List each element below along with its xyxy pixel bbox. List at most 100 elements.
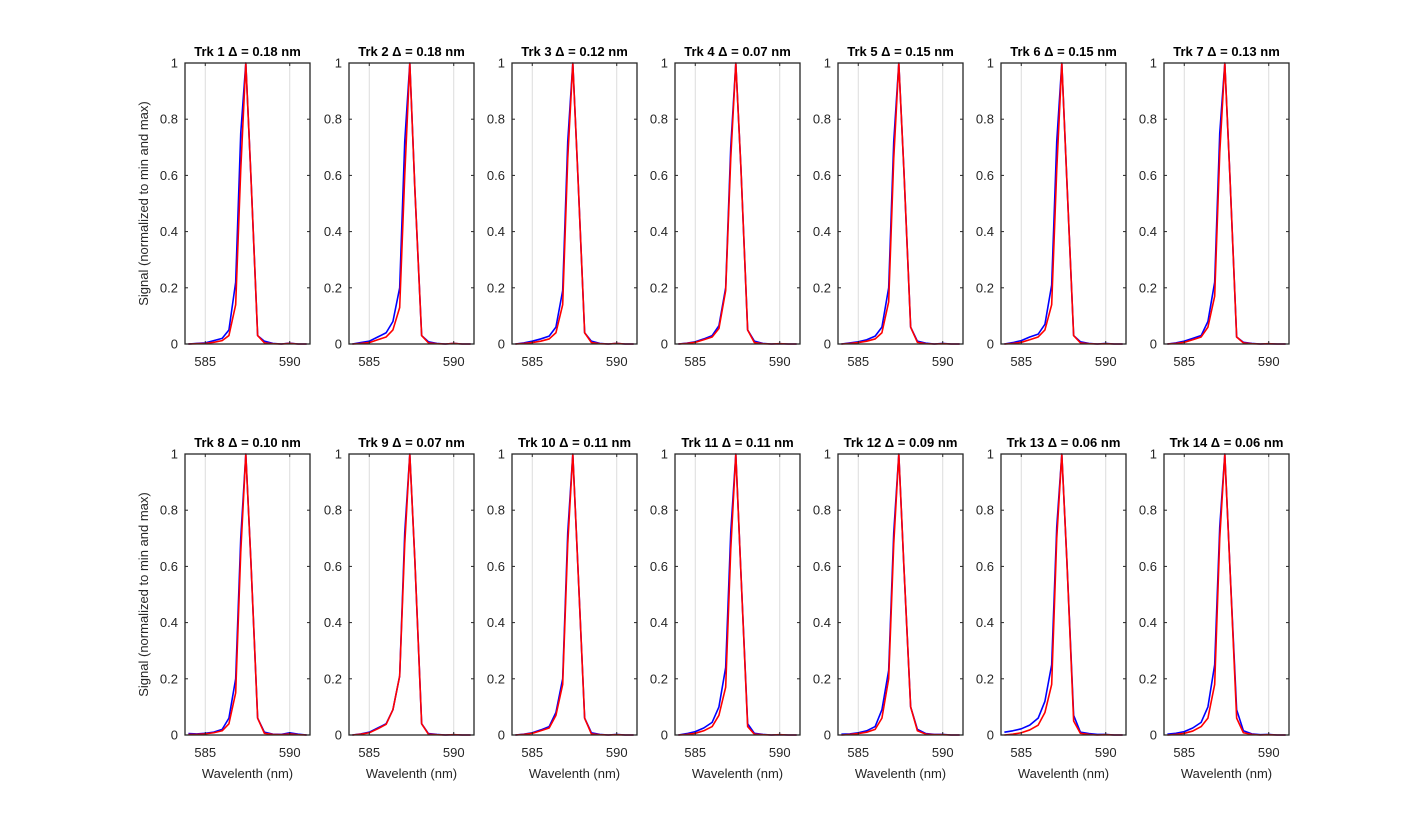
subplot-title: Trk 7 Δ = 0.13 nm xyxy=(1173,44,1280,59)
y-tick-label: 0.4 xyxy=(650,615,668,630)
x-tick-label: 590 xyxy=(279,745,301,760)
subplot-7: 0 0.2 0.4 0.6 0.8 1 585 590 Trk 7 Δ = 0.13 nm xyxy=(1139,44,1290,369)
y-axis-label: Signal (normalized to min and max) xyxy=(136,492,151,696)
y-tick-label: 0.8 xyxy=(487,112,505,127)
y-tick-label: 0.2 xyxy=(1139,671,1157,686)
subplot-14: 0 0.2 0.4 0.6 0.8 1 585 590 Trk 14 Δ = 0.06 nm Wa… xyxy=(1139,435,1290,781)
y-tick-label: 0 xyxy=(987,337,994,352)
y-tick-label: 1 xyxy=(661,56,668,71)
x-tick-label: 585 xyxy=(521,354,543,369)
y-tick-label: 0.6 xyxy=(324,168,342,183)
x-tick-label: 590 xyxy=(279,354,301,369)
x-tick-label: 585 xyxy=(847,745,869,760)
x-tick-label: 585 xyxy=(358,745,380,760)
y-tick-label: 0.2 xyxy=(324,280,342,295)
subplot-title: Trk 1 Δ = 0.18 nm xyxy=(194,44,301,59)
y-tick-label: 0.8 xyxy=(650,112,668,127)
subplot-title: Trk 9 Δ = 0.07 nm xyxy=(358,435,465,450)
y-tick-label: 0.4 xyxy=(976,224,994,239)
y-tick-label: 0.6 xyxy=(487,168,505,183)
axes-box xyxy=(511,453,638,736)
y-tick-label: 0 xyxy=(1150,728,1157,743)
y-tick-label: 0.8 xyxy=(976,112,994,127)
y-tick-label: 1 xyxy=(335,447,342,462)
y-tick-label: 0.4 xyxy=(324,224,342,239)
y-tick-label: 0.4 xyxy=(650,224,668,239)
x-tick-label: 585 xyxy=(1173,354,1195,369)
axes-box xyxy=(674,453,801,736)
y-tick-label: 0 xyxy=(661,337,668,352)
x-tick-label: 590 xyxy=(443,745,465,760)
y-tick-label: 0.6 xyxy=(650,559,668,574)
x-tick-label: 590 xyxy=(932,354,954,369)
x-tick-label: 585 xyxy=(521,745,543,760)
y-tick-label: 0.2 xyxy=(650,671,668,686)
subplot-title: Trk 13 Δ = 0.06 nm xyxy=(1007,435,1121,450)
y-tick-label: 0.2 xyxy=(324,671,342,686)
axes-box xyxy=(1163,453,1290,736)
subplot-title: Trk 11 Δ = 0.11 nm xyxy=(681,435,793,450)
y-tick-label: 0.4 xyxy=(487,224,505,239)
y-tick-label: 0.4 xyxy=(487,615,505,630)
y-tick-label: 0.8 xyxy=(1139,112,1157,127)
y-tick-label: 0.2 xyxy=(487,280,505,295)
y-tick-label: 0 xyxy=(1150,337,1157,352)
x-tick-label: 590 xyxy=(1095,354,1117,369)
axes-box xyxy=(184,453,311,736)
x-tick-label: 585 xyxy=(1173,745,1195,760)
y-tick-label: 0 xyxy=(987,728,994,743)
x-tick-label: 590 xyxy=(1258,354,1280,369)
y-tick-label: 0.2 xyxy=(1139,280,1157,295)
subplot-title: Trk 14 Δ = 0.06 nm xyxy=(1170,435,1284,450)
y-tick-label: 0.8 xyxy=(813,112,831,127)
y-tick-label: 0.8 xyxy=(650,503,668,518)
x-tick-label: 585 xyxy=(684,354,706,369)
y-tick-label: 1 xyxy=(335,56,342,71)
y-tick-label: 1 xyxy=(171,447,178,462)
subplot-3: 0 0.2 0.4 0.6 0.8 1 585 590 Trk 3 Δ = 0.12 nm xyxy=(487,44,638,369)
subplot-title: Trk 3 Δ = 0.12 nm xyxy=(521,44,628,59)
x-tick-label: 585 xyxy=(684,745,706,760)
y-tick-label: 0.2 xyxy=(487,671,505,686)
x-tick-label: 590 xyxy=(1258,745,1280,760)
subplot-title: Trk 10 Δ = 0.11 nm xyxy=(518,435,631,450)
axes-box xyxy=(1000,62,1127,345)
x-axis-label: Wavelenth (nm) xyxy=(855,766,946,781)
x-axis-label: Wavelenth (nm) xyxy=(366,766,457,781)
y-tick-label: 0.6 xyxy=(813,559,831,574)
y-tick-label: 0.6 xyxy=(160,559,178,574)
y-tick-label: 0 xyxy=(498,337,505,352)
y-tick-label: 1 xyxy=(171,56,178,71)
subplot-6: 0 0.2 0.4 0.6 0.8 1 585 590 Trk 6 Δ = 0.15 nm xyxy=(976,44,1127,369)
y-tick-label: 1 xyxy=(987,56,994,71)
x-tick-label: 590 xyxy=(932,745,954,760)
x-tick-label: 590 xyxy=(606,745,628,760)
subplot-12: 0 0.2 0.4 0.6 0.8 1 585 590 Trk 12 Δ = 0.09 nm Wa… xyxy=(813,435,964,781)
y-tick-label: 0.4 xyxy=(160,615,178,630)
subplot-5: 0 0.2 0.4 0.6 0.8 1 585 590 Trk 5 Δ = 0.15 nm xyxy=(813,44,964,369)
y-tick-label: 0.2 xyxy=(813,280,831,295)
y-tick-label: 0 xyxy=(171,728,178,743)
x-axis-label: Wavelenth (nm) xyxy=(1018,766,1109,781)
x-tick-label: 590 xyxy=(769,354,791,369)
y-tick-label: 0.6 xyxy=(324,559,342,574)
x-axis-label: Wavelenth (nm) xyxy=(202,766,293,781)
x-tick-label: 585 xyxy=(194,354,216,369)
y-tick-label: 1 xyxy=(1150,447,1157,462)
subplot-10: 0 0.2 0.4 0.6 0.8 1 585 590 Trk 10 Δ = 0.11 nm Wa… xyxy=(487,435,638,781)
y-tick-label: 0.4 xyxy=(324,615,342,630)
y-tick-label: 0.6 xyxy=(650,168,668,183)
subplot-title: Trk 8 Δ = 0.10 nm xyxy=(194,435,301,450)
axes-box xyxy=(1163,62,1290,345)
y-tick-label: 0.2 xyxy=(976,280,994,295)
x-axis-label: Wavelenth (nm) xyxy=(529,766,620,781)
y-tick-label: 1 xyxy=(824,447,831,462)
x-tick-label: 585 xyxy=(358,354,380,369)
subplot-4: 0 0.2 0.4 0.6 0.8 1 585 590 Trk 4 Δ = 0.07 nm xyxy=(650,44,801,369)
y-tick-label: 0.6 xyxy=(487,559,505,574)
y-tick-label: 1 xyxy=(824,56,831,71)
y-tick-label: 0.8 xyxy=(813,503,831,518)
x-tick-label: 585 xyxy=(1010,354,1032,369)
x-tick-label: 590 xyxy=(1095,745,1117,760)
